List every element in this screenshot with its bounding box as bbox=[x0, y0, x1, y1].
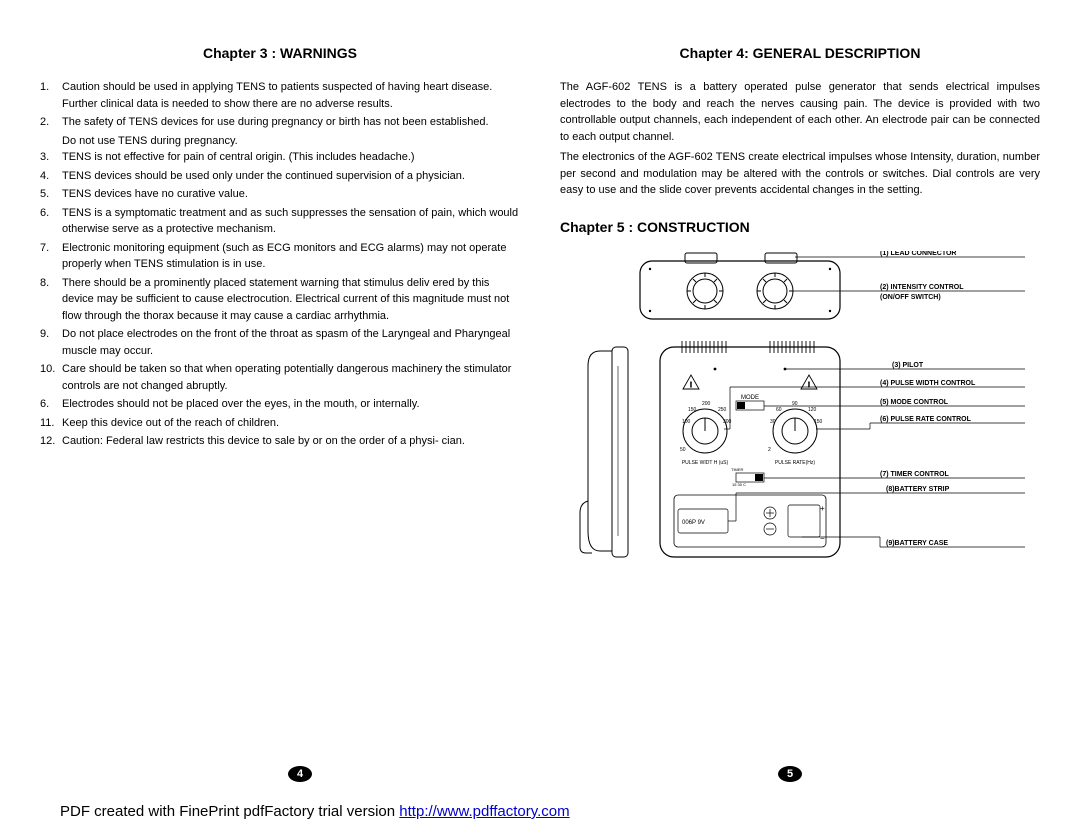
svg-text:250: 250 bbox=[718, 407, 727, 413]
warning-number: 10. bbox=[40, 361, 62, 394]
svg-text:50: 50 bbox=[680, 447, 686, 453]
svg-text:150: 150 bbox=[814, 419, 823, 425]
svg-text:PULSE WIDT H (uS): PULSE WIDT H (uS) bbox=[682, 460, 729, 466]
warning-item: 6.Electrodes should not be placed over t… bbox=[40, 396, 520, 413]
warning-number: 11. bbox=[40, 415, 62, 432]
warning-item: 5.TENS devices have no curative value. bbox=[40, 186, 520, 203]
warning-number: 1. bbox=[40, 79, 62, 112]
warning-item: 7.Electronic monitoring equipment (such … bbox=[40, 240, 520, 273]
side-view bbox=[580, 347, 628, 557]
warning-number: 4. bbox=[40, 168, 62, 185]
callout-lines bbox=[724, 257, 1025, 547]
warning-item: 1.Caution should be used in applying TEN… bbox=[40, 79, 520, 112]
svg-text:TIMER: TIMER bbox=[731, 467, 744, 472]
svg-text:(1) LEAD CONNECTOR: (1) LEAD CONNECTOR bbox=[880, 251, 956, 257]
warning-text: There should be a prominently placed sta… bbox=[62, 275, 520, 325]
page-number-right: 5 bbox=[778, 766, 802, 782]
warning-item: 4.TENS devices should be used only under… bbox=[40, 168, 520, 185]
warning-text: TENS devices should be used only under t… bbox=[62, 168, 520, 185]
svg-text:30: 30 bbox=[770, 419, 776, 425]
footer-link[interactable]: http://www.pdffactory.com bbox=[399, 803, 569, 820]
warning-number: 2. bbox=[40, 114, 62, 131]
device-diagram-svg: ! ! MODE 100 150 200 250 300 bbox=[570, 251, 1030, 591]
svg-text:PULSE RATE(Hz): PULSE RATE(Hz) bbox=[775, 460, 816, 466]
warning-text: TENS is not effective for pain of centra… bbox=[62, 149, 520, 166]
chapter-5-heading: Chapter 5 : CONSTRUCTION bbox=[560, 219, 1040, 235]
left-page: Chapter 3 : WARNINGS 1.Caution should be… bbox=[40, 45, 520, 591]
warning-text: Care should be taken so that when operat… bbox=[62, 361, 520, 394]
warning-text: TENS devices have no curative value. bbox=[62, 186, 520, 203]
warning-item: 3.TENS is not effective for pain of cent… bbox=[40, 149, 520, 166]
svg-text:200: 200 bbox=[702, 401, 711, 407]
warning-text: Caution: Federal law restricts this devi… bbox=[62, 433, 520, 450]
warning-subtext: Do not use TENS during pregnancy. bbox=[62, 133, 520, 150]
svg-text:(ON/OFF SWITCH): (ON/OFF SWITCH) bbox=[880, 294, 941, 301]
svg-text:100: 100 bbox=[682, 419, 691, 425]
top-view bbox=[640, 253, 840, 319]
svg-text:(4) PULSE WIDTH CONTROL: (4) PULSE WIDTH CONTROL bbox=[880, 380, 976, 387]
warning-item: 2.The safety of TENS devices for use dur… bbox=[40, 114, 520, 131]
warning-text: Keep this device out of the reach of chi… bbox=[62, 415, 520, 432]
warning-item: 6.TENS is a symptomatic treatment and as… bbox=[40, 205, 520, 238]
warning-number: 5. bbox=[40, 186, 62, 203]
svg-text:120: 120 bbox=[808, 407, 817, 413]
svg-text:2: 2 bbox=[768, 447, 771, 453]
svg-text:60: 60 bbox=[776, 407, 782, 413]
warning-number: 6. bbox=[40, 396, 62, 413]
warning-text: Electronic monitoring equipment (such as… bbox=[62, 240, 520, 273]
warning-text: TENS is a symptomatic treatment and as s… bbox=[62, 205, 520, 238]
warning-item: 9.Do not place electrodes on the front o… bbox=[40, 326, 520, 359]
chapter-4-heading: Chapter 4: GENERAL DESCRIPTION bbox=[560, 45, 1040, 61]
svg-text:(7) TIMER CONTROL: (7) TIMER CONTROL bbox=[880, 471, 950, 478]
callout-labels: (1) LEAD CONNECTOR (2) INTENSITY CONTROL… bbox=[880, 251, 976, 547]
warnings-list: 1.Caution should be used in applying TEN… bbox=[40, 79, 520, 450]
svg-text:(5) MODE CONTROL: (5) MODE CONTROL bbox=[880, 399, 949, 406]
svg-text:006P 9V: 006P 9V bbox=[682, 520, 705, 526]
svg-text:!: ! bbox=[690, 382, 692, 389]
warning-item: 10.Care should be taken so that when ope… bbox=[40, 361, 520, 394]
warning-number: 9. bbox=[40, 326, 62, 359]
pdf-footer: PDF created with FinePrint pdfFactory tr… bbox=[60, 803, 570, 820]
svg-text:(9)BATTERY CASE: (9)BATTERY CASE bbox=[886, 540, 948, 547]
page-number-left: 4 bbox=[288, 766, 312, 782]
front-view: ! ! MODE 100 150 200 250 300 bbox=[660, 341, 840, 557]
warning-text: Caution should be used in applying TENS … bbox=[62, 79, 520, 112]
warning-number: 3. bbox=[40, 149, 62, 166]
svg-text:(8)BATTERY STRIP: (8)BATTERY STRIP bbox=[886, 486, 950, 493]
warning-number: 7. bbox=[40, 240, 62, 273]
svg-text:150: 150 bbox=[688, 407, 697, 413]
warning-item: 11.Keep this device out of the reach of … bbox=[40, 415, 520, 432]
svg-text:+: + bbox=[820, 504, 825, 513]
warning-number: 6. bbox=[40, 205, 62, 238]
svg-text:−: − bbox=[820, 534, 825, 543]
description-para-1: The AGF-602 TENS is a battery operated p… bbox=[560, 79, 1040, 145]
svg-text:(3) PILOT: (3) PILOT bbox=[892, 362, 924, 369]
warning-text: The safety of TENS devices for use durin… bbox=[62, 114, 520, 131]
right-page: Chapter 4: GENERAL DESCRIPTION The AGF-6… bbox=[560, 45, 1040, 591]
warning-number: 8. bbox=[40, 275, 62, 325]
warning-text: Do not place electrodes on the front of … bbox=[62, 326, 520, 359]
chapter-3-heading: Chapter 3 : WARNINGS bbox=[40, 45, 520, 61]
svg-text:!: ! bbox=[808, 382, 810, 389]
warning-number: 12. bbox=[40, 433, 62, 450]
footer-text: PDF created with FinePrint pdfFactory tr… bbox=[60, 803, 399, 820]
warning-item: 8.There should be a prominently placed s… bbox=[40, 275, 520, 325]
svg-text:(6) PULSE RATE CONTROL: (6) PULSE RATE CONTROL bbox=[880, 416, 972, 423]
warning-text: Electrodes should not be placed over the… bbox=[62, 396, 520, 413]
description-para-2: The electronics of the AGF-602 TENS crea… bbox=[560, 149, 1040, 199]
page-spread: Chapter 3 : WARNINGS 1.Caution should be… bbox=[0, 0, 1080, 631]
svg-text:(2) INTENSITY CONTROL: (2) INTENSITY CONTROL bbox=[880, 284, 964, 291]
mode-label: MODE bbox=[741, 395, 759, 401]
svg-text:15 30 C: 15 30 C bbox=[732, 482, 746, 487]
warning-item: 12.Caution: Federal law restricts this d… bbox=[40, 433, 520, 450]
construction-diagram: ! ! MODE 100 150 200 250 300 bbox=[560, 251, 1040, 591]
